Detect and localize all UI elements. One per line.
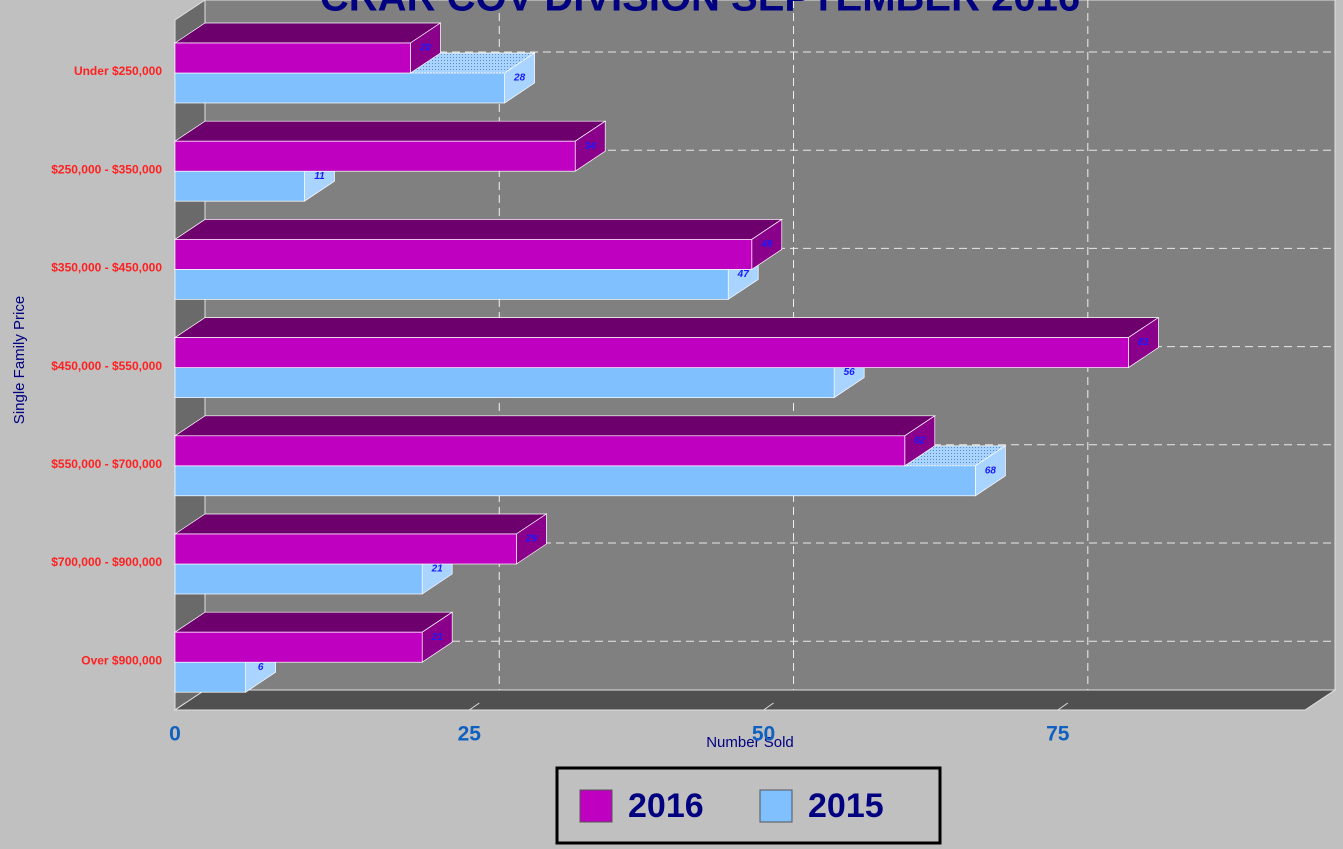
bar: 49 bbox=[173, 218, 783, 271]
y-tick-label: $450,000 - $550,000 bbox=[51, 359, 162, 373]
y-tick-label: Over $900,000 bbox=[81, 653, 162, 667]
value-label: 56 bbox=[844, 367, 856, 378]
tick-mark bbox=[1057, 702, 1069, 711]
value-label: 81 bbox=[1138, 337, 1150, 348]
legend-label: 2016 bbox=[628, 787, 704, 825]
bar-front bbox=[174, 533, 517, 565]
bar-front bbox=[174, 465, 976, 497]
bar-top bbox=[173, 317, 1160, 338]
tick-mark bbox=[468, 702, 480, 711]
value-label: 62 bbox=[914, 435, 926, 446]
x-tick-label: 25 bbox=[458, 723, 482, 746]
x-tick-label: 50 bbox=[752, 723, 775, 746]
bar-top bbox=[173, 120, 607, 142]
value-label: 11 bbox=[314, 171, 325, 182]
bar: 21 bbox=[173, 611, 454, 663]
value-label: 28 bbox=[513, 73, 526, 84]
value-label: 49 bbox=[760, 239, 773, 250]
floor bbox=[173, 689, 1337, 711]
bar: 29 bbox=[173, 513, 548, 565]
legend-items: 2016 2015 bbox=[579, 787, 884, 825]
bar: 81 bbox=[173, 316, 1160, 369]
bar-top bbox=[173, 219, 783, 240]
value-label: 29 bbox=[525, 534, 538, 545]
value-label: 21 bbox=[431, 564, 444, 575]
y-tick-label: $700,000 - $900,000 bbox=[51, 555, 162, 569]
bar-top bbox=[173, 611, 454, 633]
value-label: 47 bbox=[737, 269, 750, 280]
y-tick-label: $350,000 - $450,000 bbox=[51, 261, 162, 275]
bar-front bbox=[174, 631, 423, 663]
legend-swatch bbox=[579, 789, 613, 823]
bar-front bbox=[174, 563, 423, 595]
bar-top bbox=[173, 22, 442, 44]
y-tick-label: $550,000 - $700,000 bbox=[51, 457, 162, 471]
bar-front bbox=[174, 337, 1129, 368]
legend bbox=[555, 766, 942, 845]
bar-top bbox=[173, 513, 548, 535]
chart-title: CRAR COV DIVISION SEPTEMBER 2016 bbox=[320, 0, 1080, 20]
y-axis-label: Single Family Price bbox=[11, 296, 28, 424]
bar-front bbox=[174, 72, 505, 104]
bar-front bbox=[174, 239, 753, 270]
bar-front bbox=[174, 140, 576, 172]
bars: 28 20 11 34 47 49 56 81 68 62 21 29 6 21 bbox=[173, 22, 1160, 693]
value-label: 6 bbox=[258, 662, 264, 673]
bar-front bbox=[174, 170, 305, 202]
bar-front bbox=[174, 435, 906, 467]
bar-front bbox=[174, 367, 835, 398]
y-tick-label: Under $250,000 bbox=[74, 64, 162, 78]
legend-swatch bbox=[759, 789, 793, 823]
bar-front bbox=[174, 42, 411, 74]
x-tick-label: 0 bbox=[169, 723, 181, 746]
bar: 62 bbox=[173, 415, 936, 467]
y-tick-label: $250,000 - $350,000 bbox=[51, 162, 162, 176]
bar: 34 bbox=[173, 120, 607, 172]
bar-front bbox=[174, 269, 729, 300]
value-label: 68 bbox=[985, 465, 997, 476]
tick-mark bbox=[763, 702, 774, 711]
bar-front bbox=[174, 661, 246, 693]
x-tick-label: 75 bbox=[1046, 723, 1070, 746]
bar-top bbox=[173, 415, 936, 437]
legend-label: 2015 bbox=[808, 787, 884, 825]
bar: 20 bbox=[173, 22, 442, 74]
value-label: 34 bbox=[585, 141, 597, 152]
value-label: 20 bbox=[419, 43, 432, 54]
value-label: 21 bbox=[431, 632, 444, 643]
x-axis-label: Number Sold bbox=[706, 734, 794, 751]
tick-mark bbox=[174, 702, 186, 711]
